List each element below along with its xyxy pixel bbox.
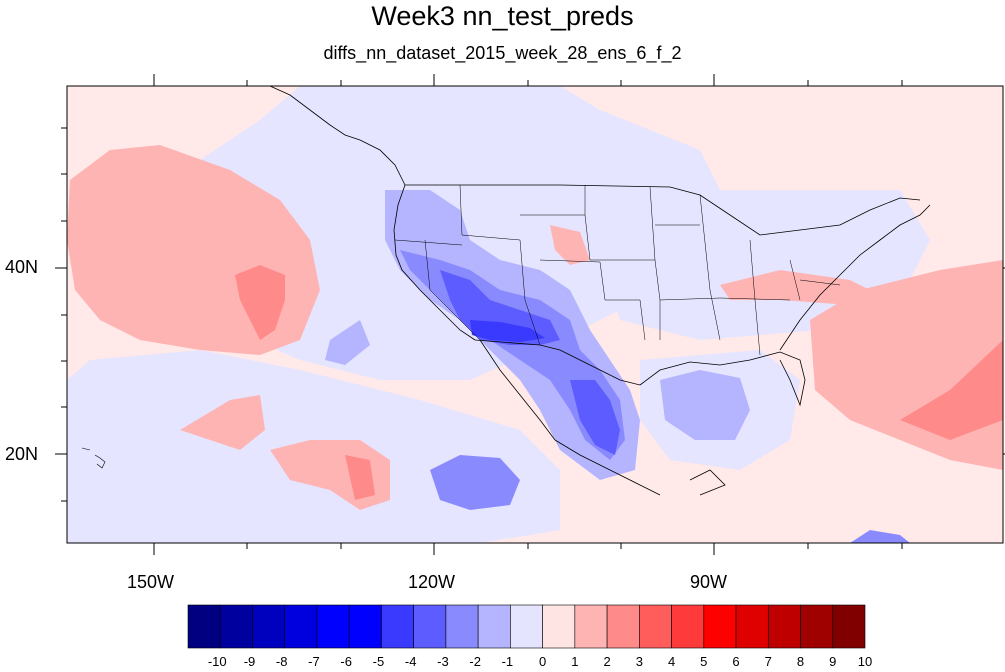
colorbar-swatch: [316, 604, 350, 649]
gulf-cool: [660, 370, 750, 440]
colorbar-swatch: [187, 604, 221, 649]
colorbar-swatch: [284, 604, 318, 649]
axis-ticks: [55, 74, 1005, 555]
colorbar-swatch: [348, 604, 382, 649]
colorbar-swatch: [542, 604, 576, 649]
us-east-coast: [779, 204, 931, 351]
state-border-7: [649, 186, 661, 340]
lon-label-120w: 120W: [408, 572, 456, 592]
colorbar: [187, 604, 866, 649]
colorbar-label: -10: [207, 654, 227, 669]
colorbar-label: 6: [732, 654, 740, 669]
colorbar-swatch: [219, 604, 253, 649]
colorbar-label: 2: [603, 654, 611, 669]
southwest-strongest-cool: [470, 320, 545, 342]
colorbar-label: 4: [667, 654, 676, 669]
northwest-pacific-warm-core: [235, 265, 285, 340]
colorbar-swatch: [381, 604, 414, 649]
colorbar-swatch: [800, 604, 834, 649]
colorbar-swatch: [606, 604, 640, 649]
mexico-pacific-coast: [554, 439, 661, 496]
colorbar-swatch: [252, 604, 286, 649]
colorbar-label: 8: [796, 654, 805, 669]
colorbar-label: 1: [571, 654, 579, 669]
us-gulf-coast: [639, 351, 806, 407]
colorbar-swatch: [671, 604, 705, 649]
sierra-madre-cool: [570, 380, 620, 455]
colorbar-swatch: [832, 604, 866, 649]
colorbar-swatch: [477, 604, 511, 649]
colorbar-label: 5: [700, 654, 708, 669]
atlantic-warm-core: [900, 340, 1003, 440]
state-border-3: [424, 239, 481, 341]
southwest-strong-cool: [440, 270, 560, 345]
lat-label-40n: 40N: [5, 257, 39, 277]
colorbar-swatch: [735, 604, 769, 649]
colorbar-swatch: [574, 604, 608, 649]
alaska-coast: [269, 85, 361, 141]
colorbar-swatch: [445, 604, 479, 649]
colorbar-label: -7: [308, 654, 320, 669]
colorbar-label: -9: [243, 654, 256, 669]
colorbar-swatch: [703, 604, 737, 649]
hawaii-east-warm-core: [345, 455, 375, 500]
colorbar-label: 9: [829, 654, 837, 669]
us-canada-border: [405, 184, 921, 236]
west-coast-cool: [325, 320, 370, 365]
colorbar-swatch: [639, 604, 672, 649]
state-borders: [394, 184, 841, 356]
midwest-warm: [720, 270, 880, 305]
map-plot-area: [67, 86, 1003, 543]
colorbar-swatch: [413, 604, 447, 649]
colorbar-label: -6: [340, 654, 352, 669]
state-border-12: [749, 239, 761, 356]
state-border-13: [789, 259, 801, 301]
mountain-warm: [550, 225, 590, 265]
tropical-pacific-warm: [180, 395, 265, 450]
state-border-10: [699, 194, 721, 341]
colorbar-label: 0: [538, 654, 547, 669]
southeast-corner-cool: [850, 530, 910, 543]
state-border-14: [799, 279, 841, 286]
lat-label-20n: 20N: [5, 444, 39, 464]
colorbar-label: 7: [764, 654, 772, 669]
baja-california: [479, 339, 556, 441]
hawaii-islands: [81, 447, 106, 469]
colorbar-label: -8: [275, 654, 288, 669]
yucatan: [689, 469, 726, 496]
state-border-1: [459, 184, 541, 346]
state-border-6: [539, 259, 646, 341]
colorbar-label: -2: [469, 654, 481, 669]
colorbar-label: -4: [404, 654, 417, 669]
us-west-coast: [393, 184, 476, 341]
east-pacific-cool: [430, 455, 520, 510]
state-border-4: [520, 214, 655, 261]
state-border-9: [659, 297, 721, 301]
colorbar-label: -3: [437, 654, 449, 669]
map-title: Week3 nn_test_preds: [371, 1, 634, 31]
map-subtitle: diffs_nn_dataset_2015_week_28_ens_6_f_2: [323, 43, 682, 63]
colorbar-swatch: [767, 604, 801, 649]
colorbar-label: 10: [857, 654, 873, 669]
colorbar-label: -1: [501, 654, 514, 669]
hawaii: [81, 447, 106, 469]
colorbar-swatch: [510, 604, 543, 649]
lon-label-90w: 90W: [690, 572, 728, 592]
state-border-2: [394, 239, 463, 246]
lon-label-150w: 150W: [127, 572, 175, 592]
colorbar-label: -5: [372, 654, 385, 669]
colorbar-label: 3: [635, 654, 643, 669]
bc-coast: [359, 139, 406, 186]
